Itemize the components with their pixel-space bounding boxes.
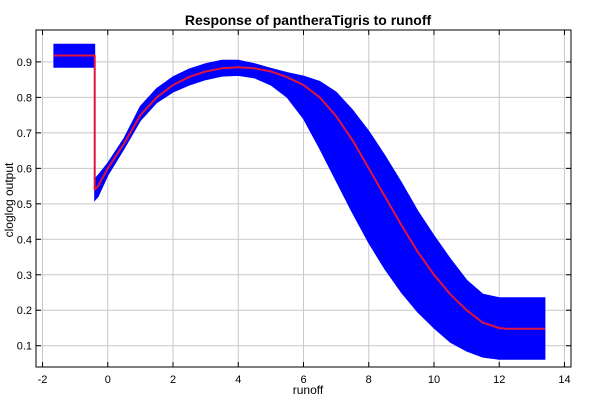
y-tick-label: 0.3: [17, 270, 32, 282]
x-axis-label: runoff: [293, 383, 324, 397]
y-axis-label: cloglog output: [2, 162, 16, 237]
x-tick-label: -2: [38, 374, 48, 386]
y-tick-label: 0.5: [17, 199, 32, 211]
x-tick-label: 0: [105, 374, 111, 386]
x-tick-label: 12: [493, 374, 505, 386]
y-tick-label: 0.4: [17, 234, 32, 246]
confidence-band: [54, 44, 545, 359]
y-tick-label: 0.6: [17, 163, 32, 175]
y-tick-label: 0.2: [17, 305, 32, 317]
x-tick-label: 8: [366, 374, 372, 386]
x-tick-label: 2: [170, 374, 176, 386]
x-tick-label: 14: [558, 374, 570, 386]
y-tick-label: 0.9: [17, 57, 32, 69]
y-tick-label: 0.1: [17, 341, 32, 353]
chart-title: Response of pantheraTigris to runoff: [185, 12, 432, 28]
x-tick-label: 10: [428, 374, 440, 386]
x-tick-label: 4: [235, 374, 241, 386]
y-tick-label: 0.7: [17, 128, 32, 140]
confidence-band-layer: [54, 44, 545, 359]
y-tick-label: 0.8: [17, 92, 32, 104]
